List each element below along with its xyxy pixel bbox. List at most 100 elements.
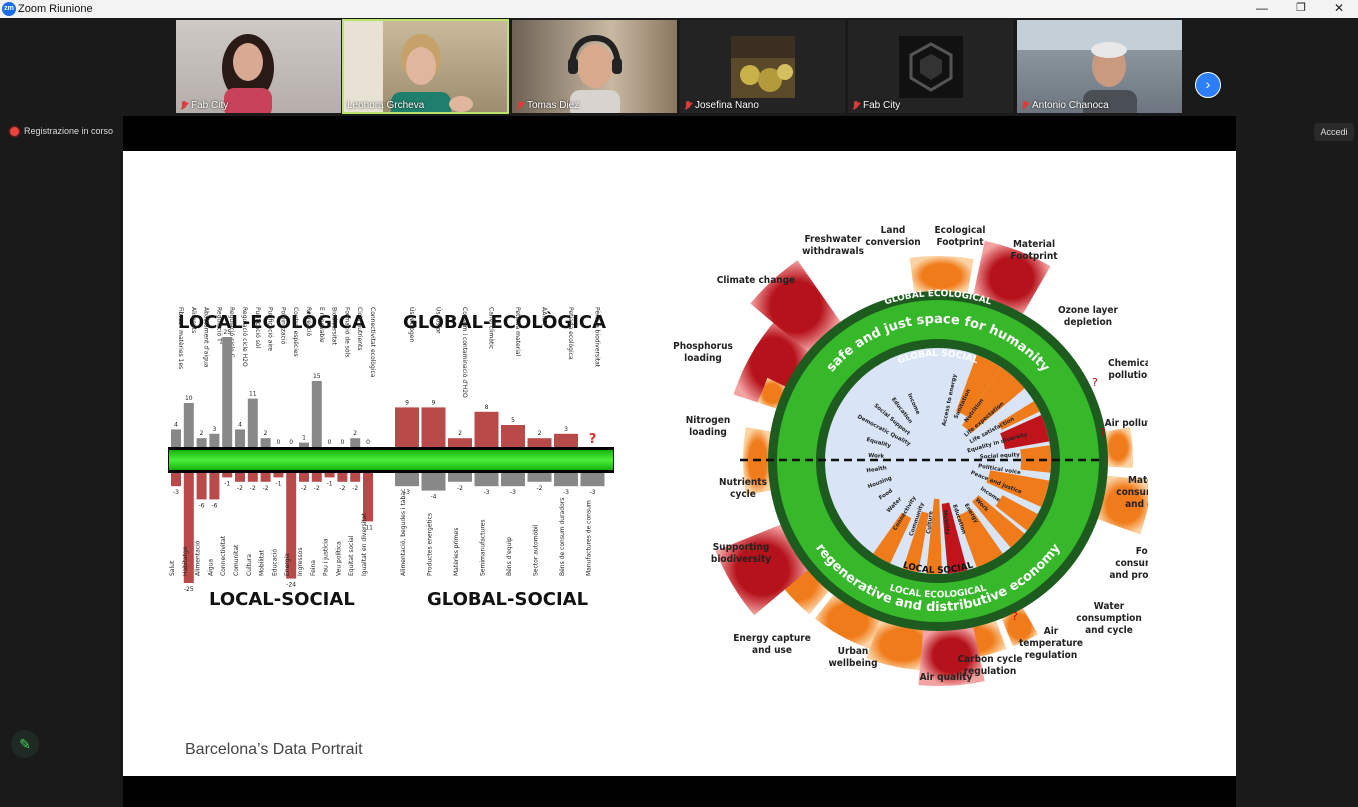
bar-value-label: 2: [353, 430, 357, 437]
bar-label: Petjada ecològica: [567, 307, 574, 360]
bar: [171, 473, 181, 487]
bar-label: Cicle nutrients: [356, 307, 363, 351]
bar-value-label: -1: [327, 480, 333, 487]
close-button[interactable]: ✕: [1333, 1, 1345, 15]
outer-dimension-label: Carbon cycle regulation: [958, 654, 1023, 677]
participant-tile[interactable]: Tomas Diez: [512, 20, 677, 113]
title-local-ecologica: LOCAL-ECOLÒGICA: [178, 311, 366, 333]
outer-dimension-label: Air temperature regulation: [1019, 626, 1083, 661]
overshoot-wedge: [918, 625, 985, 686]
bar-label: Pau i justícia: [323, 538, 330, 576]
mic-muted-icon: [516, 100, 524, 111]
bar-label: Canvi climàtic: [488, 307, 495, 349]
bar: [474, 411, 499, 447]
outer-dimension-label: Air pollution: [1105, 418, 1148, 429]
bar-label: Formació de sòls: [343, 307, 350, 357]
bar-value-label: -3: [510, 489, 516, 496]
video-feed: [343, 20, 473, 113]
recording-indicator[interactable]: Registrazione in corso: [10, 126, 113, 136]
profile-picture: [731, 36, 795, 98]
pencil-icon: ✎: [19, 736, 31, 752]
bar: [448, 473, 472, 482]
inner-dimension-label: Work: [868, 453, 885, 460]
bar-label: Aigua: [207, 559, 214, 576]
maximize-button[interactable]: ❐: [1296, 2, 1306, 14]
bar-value-label: -2: [263, 485, 269, 492]
bar-label: Comunitat: [233, 544, 240, 576]
question-mark: ?: [1100, 426, 1106, 439]
bar-label: Fibres i matèries 1es: [177, 307, 184, 369]
bar-value-label: 2: [264, 430, 268, 437]
bar-value-label: -3: [404, 489, 410, 496]
window-title: Zoom Riunione: [18, 3, 93, 15]
bar: [286, 473, 297, 579]
overshoot-wedge: [909, 256, 974, 296]
bar: [350, 473, 361, 482]
bar-label: Ús Nitrogen: [408, 307, 415, 342]
record-dot-icon: [10, 126, 19, 136]
bar-value-label: 0: [328, 439, 332, 446]
bar-value-label: -2: [301, 485, 307, 492]
axis-band: [169, 450, 613, 470]
shortfall-wedge: [903, 511, 929, 573]
shortfall-wedge: [1020, 445, 1051, 473]
bar-value-label: 9: [405, 399, 409, 406]
bar-value-label: -2: [339, 485, 345, 492]
participant-tile[interactable]: Fab City: [176, 20, 341, 113]
bar: [527, 438, 552, 447]
bar-value-label: 11: [249, 391, 257, 398]
shortfall-wedge: [998, 401, 1040, 430]
bar-label: Manufactures de consum: [586, 500, 593, 576]
participant-tile[interactable]: Antonio Chanoca: [1017, 20, 1182, 113]
bar-label: Energia: [284, 553, 291, 576]
participant-strip: Fab City Leonora Grcheva Tomas Diez Jose…: [0, 18, 1358, 116]
bar-label: Pèrdua biodiversitat: [594, 307, 601, 368]
bar-label: Regulació cicle H2O: [241, 307, 248, 367]
outer-dimension-label: Phosphorus loading: [673, 341, 733, 364]
question-mark: ?: [1092, 376, 1098, 389]
bar-label: AANPP: [541, 307, 548, 327]
signin-button[interactable]: Accedi: [1314, 123, 1354, 141]
video-feed: [222, 34, 274, 113]
outer-dimension-label: Materialconsumptionand cycle: [1116, 475, 1148, 510]
bar-value-label: -2: [457, 485, 463, 492]
annotate-pencil-button[interactable]: ✎: [11, 730, 39, 758]
bar-label: Ingressos: [297, 548, 304, 576]
bar: [554, 473, 578, 487]
bar: [209, 433, 220, 447]
bar: [260, 473, 271, 482]
participant-tile-active-speaker[interactable]: Leonora Grcheva: [342, 19, 509, 114]
overshoot-wedge: [1000, 606, 1038, 647]
shortfall-wedge: [873, 512, 912, 564]
question-mark: ?: [1012, 610, 1018, 623]
outer-dimension-label: Urban wellbeing: [828, 646, 877, 669]
doughnut-diagram: Access to energySanitationNutritionLife …: [673, 225, 1148, 686]
participant-tile[interactable]: Josefina Nano: [680, 20, 845, 113]
video-feed: [568, 34, 622, 113]
bar-label: Cultura: [246, 554, 253, 576]
outer-dimension-label: Nitrogen loading: [686, 415, 730, 438]
bar-value-label: 0: [340, 439, 344, 446]
bar: [260, 438, 271, 447]
bar-value-label: 5: [511, 417, 515, 424]
inner-dimension-label: Social equity: [980, 452, 1021, 460]
bar-value-label: -1: [224, 480, 230, 487]
bar-value-label: 4: [238, 421, 242, 428]
bar: [222, 473, 233, 478]
bar-value-label: 3: [212, 426, 216, 433]
overshoot-wedge: [715, 523, 810, 616]
participant-tile[interactable]: Fab City: [848, 20, 1013, 113]
next-page-button[interactable]: ›: [1195, 72, 1221, 98]
participant-name-label: Fab City: [852, 100, 900, 111]
mic-muted-icon: [180, 100, 188, 111]
bar: [235, 429, 245, 447]
bar: [247, 473, 258, 482]
bar: [183, 403, 194, 447]
bar-label: Sector automòbil: [533, 524, 540, 576]
overshoot-wedge: [972, 240, 1051, 316]
bar: [311, 381, 322, 447]
minimize-button[interactable]: —: [1256, 1, 1268, 15]
bar-label: Matèries primes: [453, 528, 460, 576]
zoom-logo-icon: zm: [2, 2, 16, 16]
bar-value-label: 2: [538, 430, 542, 437]
